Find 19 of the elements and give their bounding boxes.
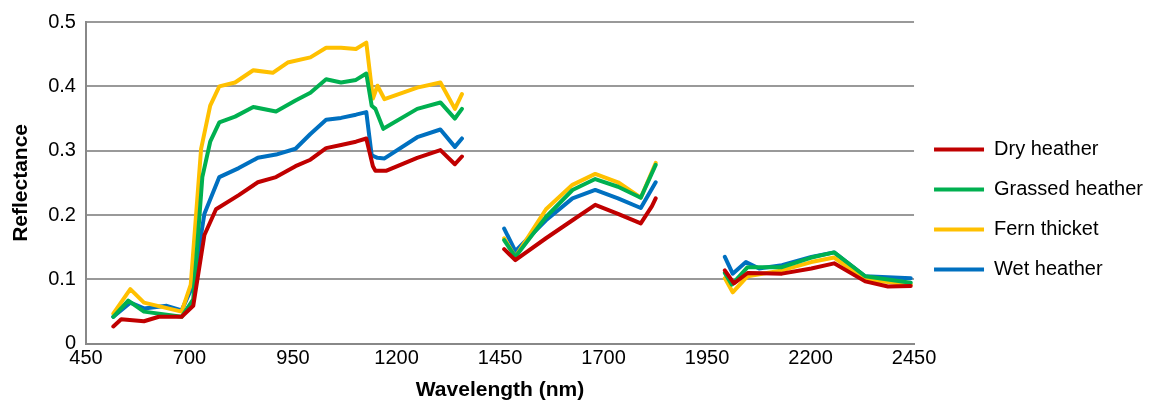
y-axis-title: Reflectance [8,123,32,242]
y-tick-label: 0.4 [48,73,76,96]
y-tick-label: 0.2 [48,202,76,225]
legend-label: Grassed heather [994,177,1144,200]
y-tick-label: 0.1 [48,266,76,289]
x-tick-label: 2200 [788,346,833,369]
y-tick-label: 0.3 [48,138,76,161]
x-tick-label: 950 [276,346,310,369]
x-tick-label: 2450 [891,346,937,369]
x-axis-title: Wavelength (nm) [415,377,585,401]
legend-label: Dry heather [994,137,1099,160]
y-tick-label: 0.5 [48,9,76,32]
x-tick-label: 1200 [374,346,419,369]
x-tick-label: 1700 [581,346,626,369]
x-tick-label: 1950 [684,346,730,369]
legend-label: Wet heather [994,257,1103,280]
x-tick-label: 700 [172,346,207,369]
x-tick-label: 1450 [477,346,523,369]
legend-label: Fern thicket [994,217,1099,240]
